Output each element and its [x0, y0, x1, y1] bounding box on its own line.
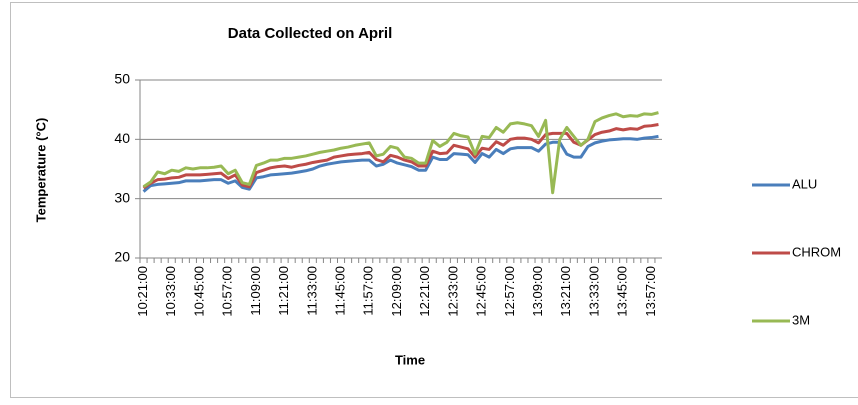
x-tick-label: 11:21:00	[276, 266, 291, 316]
chart-border	[10, 2, 858, 398]
y-tick-label: 50	[114, 71, 130, 87]
x-tick-label: 13:09:00	[530, 266, 545, 317]
series-line	[142, 134, 659, 193]
x-tick-label: 10:33:00	[163, 266, 178, 317]
legend-label: 3M	[792, 312, 810, 327]
y-tick-label: 30	[114, 189, 130, 205]
y-tick-label: 20	[114, 249, 130, 265]
x-tick-label: 13:45:00	[615, 266, 630, 317]
x-tick-label: 12:21:00	[417, 266, 432, 317]
x-tick-label: 13:21:00	[558, 266, 573, 317]
legend-label: ALU	[792, 176, 817, 191]
legend-label: CHROM	[792, 244, 841, 259]
x-tick-label: 10:21:00	[135, 266, 150, 317]
x-tick-label: 13:57:00	[643, 266, 658, 317]
x-tick-label: 12:57:00	[502, 266, 517, 317]
x-tick-label: 12:33:00	[445, 266, 460, 317]
x-tick-label: 11:45:00	[332, 266, 347, 316]
x-tick-label: 12:09:00	[389, 266, 404, 317]
x-tick-label: 10:57:00	[220, 266, 235, 317]
y-tick-label: 40	[114, 130, 130, 146]
x-tick-label: 12:45:00	[474, 266, 489, 317]
x-tick-label: 11:57:00	[361, 266, 376, 316]
x-axis-title: Time	[395, 352, 425, 367]
x-tick-label: 10:45:00	[191, 266, 206, 317]
chart-title: Data Collected on April	[228, 25, 392, 42]
y-axis-title: Temperature (°C)	[33, 118, 48, 223]
x-tick-label: 11:09:00	[248, 266, 263, 316]
series-line	[142, 123, 659, 190]
x-tick-label: 13:33:00	[586, 266, 601, 317]
x-tick-label: 11:33:00	[304, 266, 319, 316]
series-line	[142, 111, 659, 195]
